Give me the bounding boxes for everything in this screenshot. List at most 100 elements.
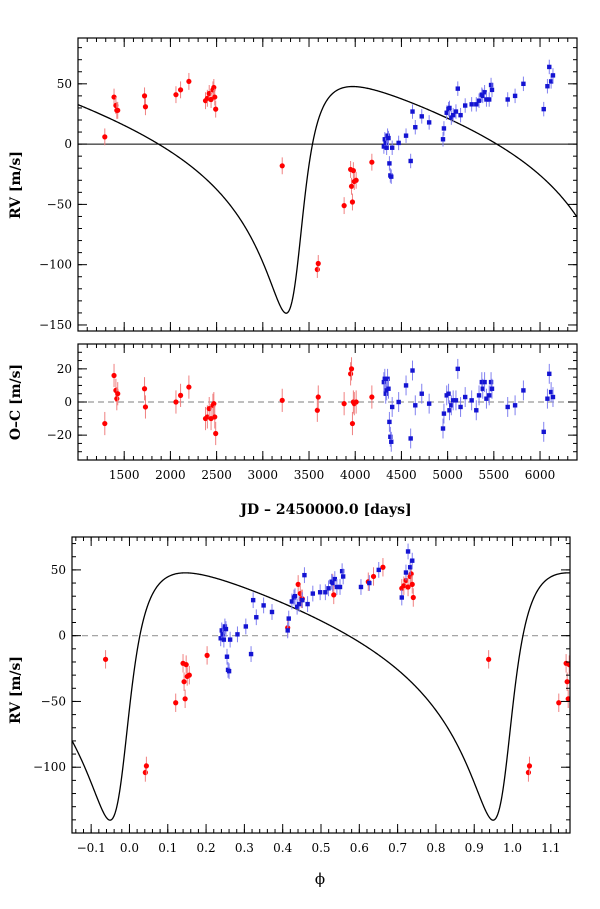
panel-rv-time: −150 −100 −50 0 50 bbox=[39, 37, 578, 332]
data-point-red bbox=[204, 652, 210, 659]
data-point-blue bbox=[450, 398, 456, 403]
data-point-red bbox=[486, 656, 492, 662]
data-point-blue bbox=[292, 594, 298, 599]
data-point-red bbox=[370, 573, 377, 580]
data-point-blue bbox=[426, 120, 432, 125]
data-point-blue bbox=[458, 404, 463, 410]
data-point-blue bbox=[396, 399, 401, 405]
data-point-blue bbox=[541, 106, 546, 112]
data-point-blue bbox=[410, 368, 415, 373]
data-point-blue bbox=[317, 590, 323, 595]
data-point-red bbox=[141, 386, 148, 392]
data-point-blue bbox=[403, 383, 409, 388]
data-point-blue bbox=[426, 401, 432, 406]
data-point-red bbox=[349, 420, 356, 427]
data-point-red bbox=[114, 396, 120, 402]
ylabel-rv-top: RV [m/s] bbox=[8, 151, 24, 219]
data-point-blue bbox=[450, 112, 456, 118]
x-tick-label: 0.5 bbox=[311, 841, 330, 855]
x-tick-label: 0.1 bbox=[158, 841, 177, 855]
data-point-blue bbox=[224, 654, 230, 659]
data-point-blue bbox=[489, 87, 495, 93]
data-point-blue bbox=[376, 567, 381, 573]
data-point-red bbox=[369, 394, 375, 400]
data-point-red bbox=[111, 372, 117, 379]
y-tick-label: −100 bbox=[39, 258, 72, 272]
data-point-blue bbox=[476, 393, 482, 398]
x-tick-label: 5500 bbox=[479, 468, 510, 482]
data-point-blue bbox=[476, 98, 482, 103]
panel-rv-phase: −0.1 0.0 0.1 0.2 0.3 0.4 0.5 0.6 0.7 0.8 0.9 1.0 1.1… bbox=[33, 536, 571, 855]
data-point-red bbox=[102, 656, 109, 662]
x-tick-label: 0.2 bbox=[197, 841, 216, 855]
data-point-blue bbox=[339, 569, 345, 574]
data-point-blue bbox=[480, 93, 485, 99]
data-point-blue bbox=[413, 125, 418, 130]
data-point-blue bbox=[545, 84, 550, 89]
data-point-blue bbox=[469, 398, 474, 403]
data-point-blue bbox=[455, 86, 460, 91]
data-point-blue bbox=[462, 103, 468, 108]
data-point-blue bbox=[458, 112, 463, 118]
data-point-red bbox=[314, 266, 320, 273]
xlabel-time: JD – 2450000.0 [days] bbox=[238, 502, 411, 518]
y-tick-label: −150 bbox=[39, 318, 72, 332]
data-point-red bbox=[331, 592, 337, 598]
model-curve bbox=[72, 572, 570, 821]
data-point-blue bbox=[512, 93, 518, 99]
data-point-blue bbox=[484, 97, 489, 102]
data-point-blue bbox=[250, 597, 256, 603]
ylabel-rv-phase: RV [m/s] bbox=[8, 656, 24, 724]
data-point-red bbox=[566, 662, 570, 668]
data-point-red bbox=[173, 700, 179, 706]
data-point-blue bbox=[453, 398, 459, 403]
data-point-blue bbox=[220, 632, 226, 637]
x-tick-label: 1500 bbox=[109, 468, 140, 482]
x-tick-label: 0.6 bbox=[350, 841, 369, 855]
x-tick-label: 0.4 bbox=[273, 841, 292, 855]
data-point-red bbox=[556, 700, 562, 706]
data-point-blue bbox=[396, 140, 401, 146]
data-point-blue bbox=[387, 161, 392, 166]
data-point-blue bbox=[449, 403, 454, 408]
x-tick-label: 4500 bbox=[386, 468, 417, 482]
data-point-blue bbox=[455, 366, 460, 372]
data-point-blue bbox=[387, 419, 392, 425]
data-point-red bbox=[279, 163, 285, 169]
data-point-blue bbox=[389, 404, 395, 410]
data-point-blue bbox=[488, 82, 494, 88]
data-point-red bbox=[353, 399, 359, 405]
data-point-blue bbox=[521, 388, 526, 393]
data-point-blue bbox=[382, 137, 387, 142]
data-point-red bbox=[211, 84, 217, 91]
data-point-blue bbox=[545, 396, 550, 401]
data-point-red bbox=[279, 397, 285, 403]
data-point-blue bbox=[326, 586, 331, 591]
x-tick-label: −0.1 bbox=[77, 841, 106, 855]
x-tick-label: 2500 bbox=[201, 468, 232, 482]
data-point-blue bbox=[300, 597, 305, 603]
data-point-blue bbox=[382, 376, 387, 381]
x-tick-label: 0.3 bbox=[235, 841, 254, 855]
data-point-blue bbox=[235, 632, 240, 637]
data-point-red bbox=[142, 104, 149, 110]
data-point-blue bbox=[447, 408, 452, 413]
data-point-blue bbox=[444, 110, 449, 115]
data-point-blue bbox=[480, 386, 485, 391]
panel-frame bbox=[77, 37, 578, 332]
data-point-blue bbox=[385, 133, 390, 138]
data-point-blue bbox=[419, 391, 424, 396]
data-point-blue bbox=[441, 411, 447, 416]
data-point-red bbox=[341, 401, 347, 407]
data-point-blue bbox=[474, 102, 479, 107]
data-point-blue bbox=[297, 601, 302, 607]
data-point-blue bbox=[337, 584, 343, 590]
x-tick-label: 5000 bbox=[432, 468, 463, 482]
x-tick-label: 0.0 bbox=[120, 841, 139, 855]
data-point-blue bbox=[226, 668, 232, 674]
data-point-blue bbox=[243, 624, 249, 629]
data-point-blue bbox=[487, 393, 492, 398]
data-point-red bbox=[295, 581, 301, 587]
data-point-red bbox=[315, 394, 321, 400]
data-point-blue bbox=[548, 79, 554, 84]
